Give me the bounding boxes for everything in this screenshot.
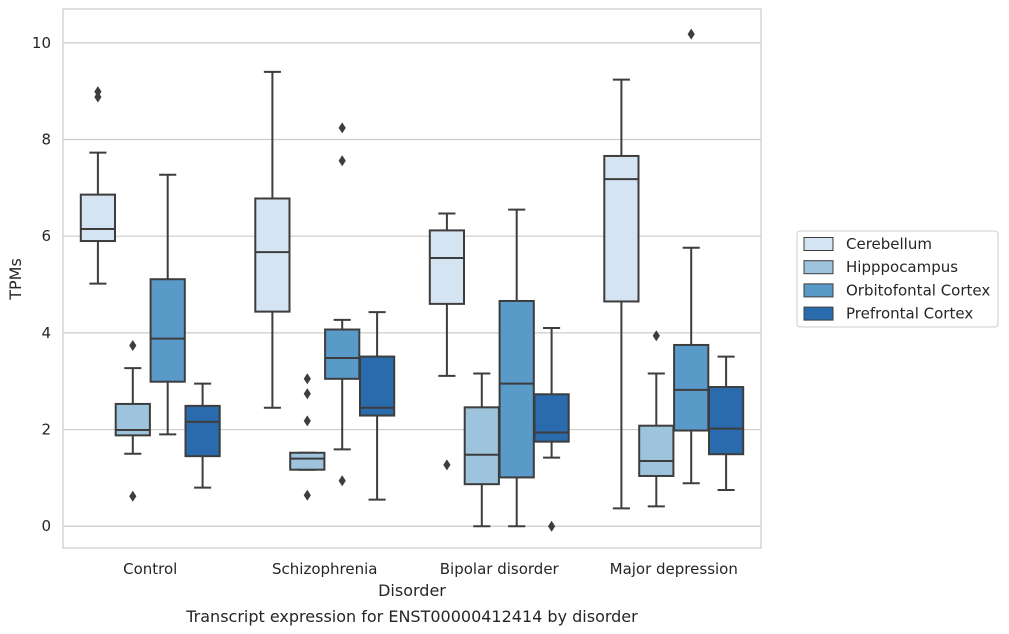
box-iqr: [289, 451, 326, 471]
box-iqr: [254, 197, 291, 313]
legend-label: Orbitofontal Cortex: [846, 281, 990, 299]
box-iqr: [463, 406, 500, 486]
box-iqr: [149, 278, 186, 383]
box-0-1: [114, 339, 151, 502]
x-axis-label: Disorder: [378, 581, 446, 600]
box-1-2: [324, 122, 361, 487]
outlier-point: [303, 415, 311, 427]
box-iqr: [498, 299, 535, 479]
legend: Cerebellum Hipppocampus Orbitofontal Corte…: [796, 230, 999, 328]
box-iqr: [184, 404, 221, 458]
box-iqr: [324, 328, 361, 380]
box-iqr: [358, 355, 396, 417]
legend-swatch: [803, 260, 834, 275]
legend-label: Hipppocampus: [846, 258, 958, 276]
y-tick-label: 8: [41, 131, 51, 149]
box-0-2: [149, 173, 186, 436]
box-iqr: [533, 393, 570, 443]
legend-swatch: [803, 237, 834, 251]
legend-label: Prefrontal Cortex: [846, 305, 973, 323]
legend-frame: [796, 230, 999, 328]
x-tick-label: Major depression: [610, 560, 738, 578]
legend-swatch: [803, 283, 834, 298]
box-3-2: [673, 28, 710, 485]
box-2-3: [533, 327, 570, 532]
box-iqr: [428, 229, 466, 305]
box-iqr: [707, 386, 745, 456]
outlier-point: [94, 86, 102, 98]
outlier-point: [652, 330, 660, 342]
y-tick-labels: 0 2 4 6 8 10: [32, 34, 51, 535]
outlier-point: [129, 339, 137, 351]
outlier-point: [303, 388, 311, 400]
x-tick-label: Bipolar disorder: [440, 560, 560, 578]
outlier-point: [687, 28, 695, 40]
box-iqr: [79, 193, 117, 243]
box-3-1: [638, 330, 675, 508]
box-3-3: [707, 355, 745, 491]
legend-label: Cerebellum: [846, 235, 932, 253]
box-2-2: [498, 208, 535, 528]
box-iqr: [603, 154, 640, 303]
box-3-0: [603, 78, 640, 510]
box-groups: [79, 28, 745, 532]
y-tick-label: 6: [41, 227, 51, 245]
outlier-point: [338, 155, 346, 167]
outlier-point: [303, 373, 311, 385]
box-2-0: [428, 212, 466, 471]
x-tick-label: Control: [123, 560, 177, 578]
outlier-point: [303, 489, 311, 501]
legend-swatch: [803, 306, 834, 321]
x-tick-label: Schizophrenia: [272, 560, 377, 578]
box-0-3: [184, 382, 221, 489]
y-axis-label: TPMs: [6, 258, 25, 301]
y-tick-label: 0: [41, 517, 51, 535]
box-iqr: [638, 424, 675, 477]
box-1-0: [254, 70, 291, 409]
box-iqr: [673, 343, 710, 432]
y-tick-label: 2: [41, 421, 51, 439]
outlier-point: [548, 520, 556, 532]
outlier-point: [338, 122, 346, 134]
x-tick-labels: Control Schizophrenia Bipolar disorder Majo…: [123, 560, 738, 578]
chart-caption: Transcript expression for ENST0000041241…: [185, 607, 638, 626]
box-1-3: [358, 311, 396, 501]
box-0-0: [79, 86, 117, 285]
outlier-point: [443, 459, 451, 471]
box-1-1: [289, 373, 326, 501]
y-tick-label: 4: [41, 324, 51, 342]
outlier-point: [129, 490, 137, 502]
box-2-1: [463, 372, 500, 528]
outlier-point: [338, 475, 346, 487]
y-tick-label: 10: [32, 34, 51, 52]
